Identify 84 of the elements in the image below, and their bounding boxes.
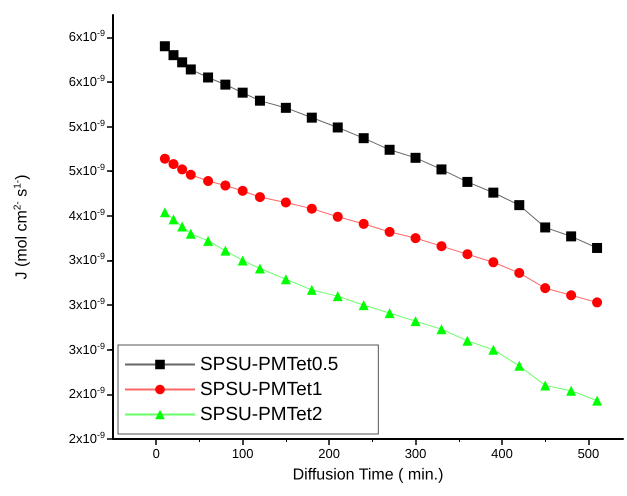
x-tick-label: 200 bbox=[318, 446, 340, 461]
x-tick-label: 500 bbox=[578, 446, 600, 461]
y-tick-label: 3x10$^{-9}$ bbox=[68, 340, 105, 358]
point bbox=[160, 41, 170, 52]
y-tick-label: 3x10$^{-9}$ bbox=[68, 251, 105, 268]
point bbox=[160, 154, 170, 164]
point bbox=[168, 159, 179, 170]
point bbox=[177, 164, 188, 174]
point bbox=[462, 176, 472, 187]
point bbox=[238, 255, 248, 266]
point bbox=[332, 291, 343, 302]
point bbox=[540, 222, 550, 232]
point bbox=[186, 64, 196, 74]
point bbox=[160, 207, 170, 218]
x-tick-label: 0 bbox=[152, 446, 160, 461]
point bbox=[514, 200, 524, 210]
point bbox=[220, 80, 230, 90]
point bbox=[566, 290, 576, 300]
point bbox=[332, 212, 343, 222]
point bbox=[168, 214, 179, 224]
y-tick-label: 4x10$^{-9}$ bbox=[68, 206, 105, 224]
point bbox=[592, 242, 602, 253]
point bbox=[306, 204, 317, 214]
point bbox=[220, 180, 230, 190]
y-tick-label: 6x10$^{-9}$ bbox=[68, 72, 105, 90]
point bbox=[436, 324, 446, 334]
point bbox=[488, 257, 498, 268]
point bbox=[203, 176, 214, 186]
x-axis-title: Diffusion Time ( min.) bbox=[292, 466, 444, 484]
point bbox=[306, 284, 317, 295]
point bbox=[177, 57, 188, 68]
point bbox=[177, 222, 188, 232]
x-tick-label: 100 bbox=[232, 446, 254, 461]
point bbox=[280, 102, 291, 113]
point bbox=[410, 152, 421, 163]
y-tick-label: 3x10$^{-9}$ bbox=[68, 296, 105, 314]
y-axis-title: J (mol cm2- s1-) bbox=[12, 174, 30, 280]
point bbox=[540, 380, 550, 390]
point bbox=[436, 241, 446, 252]
point bbox=[384, 308, 395, 318]
point bbox=[280, 274, 291, 284]
point bbox=[220, 246, 230, 256]
point bbox=[238, 88, 248, 98]
y-tick-label: 5x10$^{-9}$ bbox=[68, 162, 105, 180]
x-tick-label: 300 bbox=[404, 446, 426, 461]
point bbox=[280, 197, 291, 208]
y-tick-label: 6x10$^{-9}$ bbox=[68, 28, 105, 46]
point bbox=[566, 386, 576, 396]
point bbox=[462, 249, 472, 260]
point bbox=[358, 218, 369, 229]
y-tick-label: 2x10$^{-9}$ bbox=[68, 385, 105, 402]
point bbox=[358, 133, 369, 144]
point bbox=[592, 297, 602, 308]
point bbox=[384, 144, 395, 155]
point bbox=[540, 283, 550, 294]
point bbox=[436, 164, 446, 174]
point bbox=[306, 112, 317, 123]
point bbox=[238, 186, 248, 196]
y-tick-label: 2x10$^{-9}$ bbox=[68, 430, 105, 447]
point bbox=[488, 344, 498, 355]
point bbox=[186, 170, 196, 180]
legend-label: SPSU-PMTet0.5 bbox=[200, 354, 338, 375]
point bbox=[592, 396, 602, 406]
point bbox=[203, 236, 214, 246]
point bbox=[514, 268, 524, 278]
point bbox=[488, 188, 498, 198]
point bbox=[410, 316, 421, 326]
point bbox=[514, 360, 524, 371]
y-tick-label: 5x10$^{-9}$ bbox=[68, 118, 105, 135]
point bbox=[254, 264, 265, 274]
point bbox=[203, 72, 214, 82]
point bbox=[254, 192, 265, 202]
legend-label: SPSU-PMTet1 bbox=[200, 379, 322, 400]
point bbox=[168, 50, 179, 60]
x-tick-label: 400 bbox=[491, 446, 513, 461]
point bbox=[332, 122, 343, 132]
point bbox=[462, 336, 472, 346]
point bbox=[410, 233, 421, 244]
point bbox=[384, 226, 395, 237]
point bbox=[186, 228, 196, 239]
point bbox=[358, 300, 369, 310]
point bbox=[254, 96, 265, 106]
legend-label: SPSU-PMTet2 bbox=[200, 404, 322, 425]
point bbox=[566, 231, 576, 242]
